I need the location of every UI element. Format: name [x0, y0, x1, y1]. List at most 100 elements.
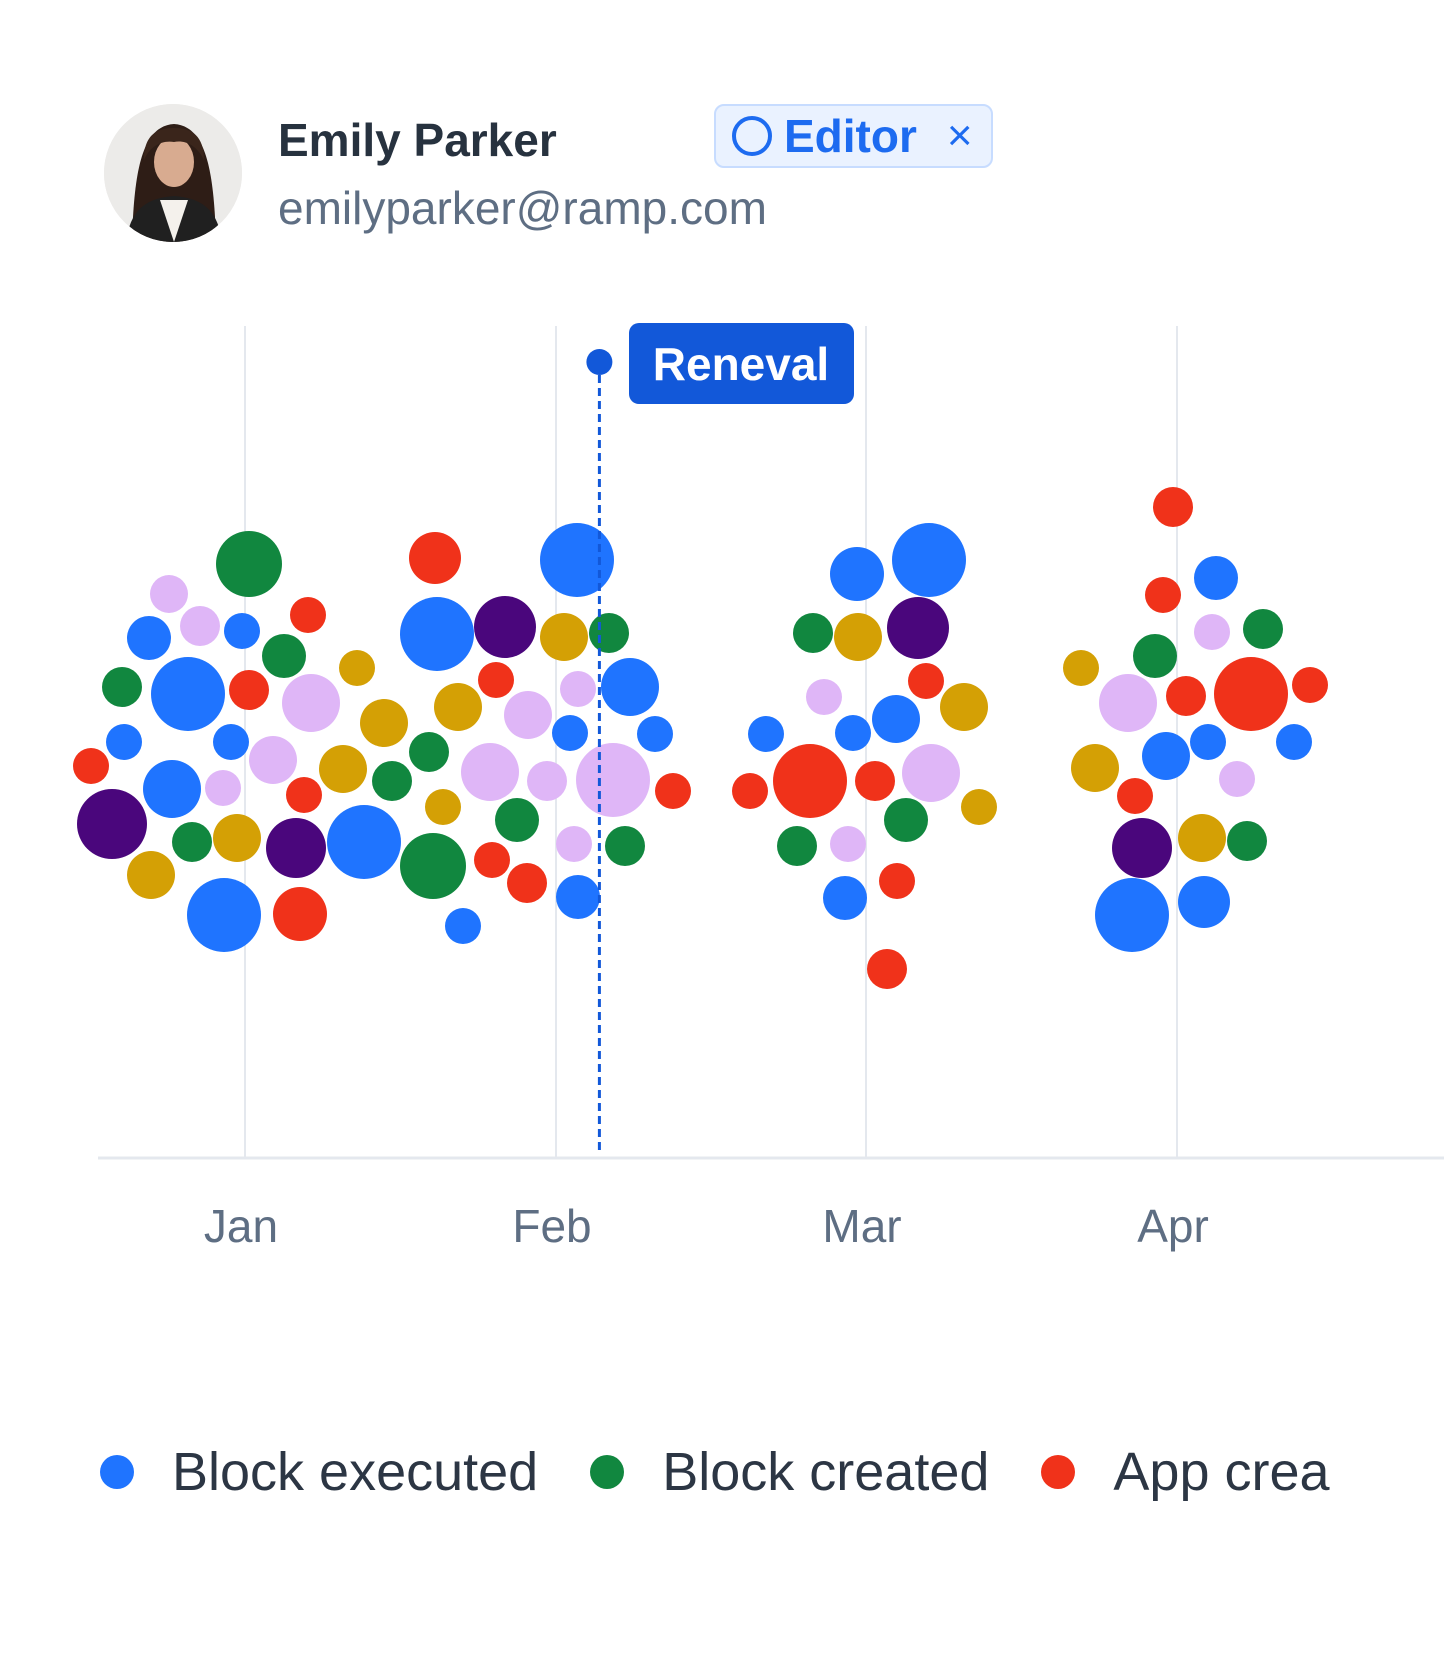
bubble-blue — [1095, 878, 1169, 952]
bubble-blue — [1142, 732, 1190, 780]
x-tick-label: Jan — [204, 1200, 278, 1252]
bubble-red — [1292, 667, 1328, 703]
bubble-green — [589, 613, 629, 653]
legend-swatch — [590, 1455, 625, 1489]
role-label: Editor — [784, 110, 917, 162]
x-tick-label: Apr — [1137, 1200, 1209, 1252]
bubble-blue — [213, 724, 249, 760]
bubble-blue — [143, 760, 201, 818]
bubble-red — [879, 863, 915, 899]
bubble-blue — [872, 695, 920, 743]
bubble-blue — [445, 908, 481, 944]
bubble-gold — [961, 789, 997, 825]
bubble-red — [229, 670, 269, 710]
bubble-green — [409, 732, 449, 772]
bubble-gold — [1178, 814, 1226, 862]
bubble-blue — [400, 597, 474, 671]
bubble-purple — [1112, 818, 1172, 878]
renewal-label-box — [629, 323, 854, 404]
role-badge[interactable]: Editor × — [714, 104, 993, 168]
bubble-gold — [319, 745, 367, 793]
bubble-blue — [552, 715, 588, 751]
bubble-blue — [187, 878, 261, 952]
user-name: Emily Parker — [278, 114, 557, 166]
bubble-blue — [601, 658, 659, 716]
bubble-lavender — [1219, 761, 1255, 797]
bubble-green — [1133, 634, 1177, 678]
bubble-green — [400, 833, 466, 899]
bubble-lavender — [556, 826, 592, 862]
bubble-purple — [887, 597, 949, 659]
bubble-red — [474, 842, 510, 878]
bubble-red — [1145, 577, 1181, 613]
avatar — [104, 104, 242, 242]
bubble-blue — [748, 716, 784, 752]
bubble-red — [855, 761, 895, 801]
bubble-red — [273, 887, 327, 941]
bubble-green — [495, 798, 539, 842]
bubble-purple — [266, 818, 326, 878]
bubble-lavender — [205, 770, 241, 806]
bubble-lavender — [461, 743, 519, 801]
bubble-lavender — [527, 761, 567, 801]
bubble-green — [1243, 609, 1283, 649]
bubble-gold — [540, 613, 588, 661]
bubble-blue — [823, 876, 867, 920]
bubble-blue — [224, 613, 260, 649]
bubble-red — [655, 773, 691, 809]
bubble-lavender — [576, 743, 650, 817]
bubble-blue — [1190, 724, 1226, 760]
bubble-gold — [127, 851, 175, 899]
bubble-blue — [127, 616, 171, 660]
bubble-purple — [474, 596, 536, 658]
legend-label: App crea — [1113, 1442, 1330, 1502]
bubble-red — [290, 597, 326, 633]
renewal-label: Reneval — [653, 338, 829, 390]
bubble-lavender — [249, 736, 297, 784]
bubble-gold — [434, 683, 482, 731]
bubble-gold — [339, 650, 375, 686]
close-icon[interactable]: × — [946, 111, 973, 160]
bubble-gold — [425, 789, 461, 825]
bubble-red — [773, 744, 847, 818]
bubble-lavender — [830, 826, 866, 862]
bubble-blue — [327, 805, 401, 879]
legend-label: Block executed — [172, 1442, 539, 1502]
bubble-gold — [1063, 650, 1099, 686]
bubble-blue — [1194, 556, 1238, 600]
bubble-green — [777, 826, 817, 866]
bubble-gold — [360, 699, 408, 747]
bubble-lavender — [150, 575, 188, 613]
bubble-blue — [106, 724, 142, 760]
bubble-blue — [151, 657, 225, 731]
bubble-red — [908, 663, 944, 699]
bubble-green — [172, 822, 212, 862]
legend-item: Block created — [590, 1441, 989, 1503]
x-tick-label: Feb — [512, 1200, 591, 1252]
bubble-lavender — [902, 744, 960, 802]
bubble-gold — [213, 814, 261, 862]
bubble-green — [372, 761, 412, 801]
circle-icon — [732, 116, 772, 156]
legend-swatch — [1041, 1455, 1076, 1489]
bubble-lavender — [504, 691, 552, 739]
chart-legend: Block executed Block created App crea — [100, 1432, 1382, 1512]
x-tick-label: Mar — [822, 1200, 901, 1252]
bubble-blue — [830, 547, 884, 601]
legend-item: Block executed — [100, 1441, 538, 1503]
bubble-gold — [940, 683, 988, 731]
bubble-red — [409, 532, 461, 584]
bubble-green — [102, 667, 142, 707]
bubble-gold — [834, 613, 882, 661]
bubble-green — [884, 798, 928, 842]
bubble-green — [1227, 821, 1267, 861]
bubble-green — [605, 826, 645, 866]
renewal-marker-dot — [586, 349, 613, 375]
legend-label: Block created — [662, 1442, 990, 1502]
bubble-red — [478, 662, 514, 698]
legend-swatch — [100, 1455, 134, 1489]
bubble-red — [1214, 657, 1288, 731]
bubble-red — [73, 748, 109, 784]
bubble-blue — [835, 715, 871, 751]
